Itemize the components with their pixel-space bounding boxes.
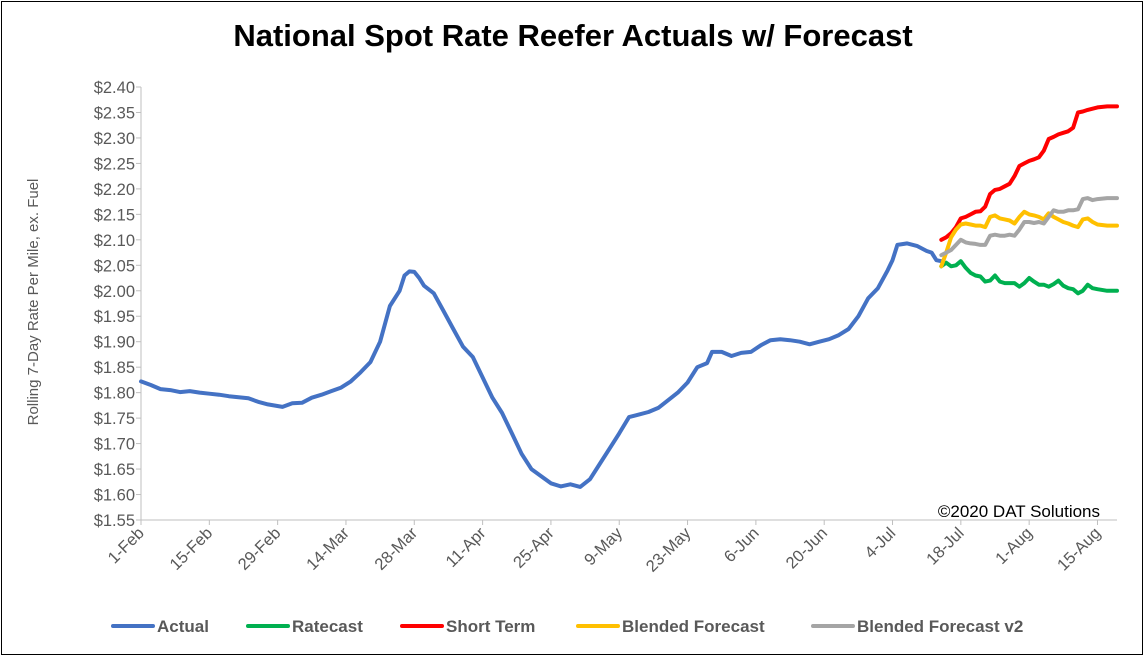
- legend-label: Blended Forecast: [622, 617, 765, 636]
- y-tick-label: $2.15: [94, 206, 135, 224]
- x-tick-label: 1-Aug: [992, 524, 1036, 568]
- y-tick-label: $1.95: [94, 308, 135, 326]
- y-tick-label: $2.35: [94, 104, 135, 122]
- y-axis-label: Rolling 7-Day Rate Per Mile, ex. Fuel: [25, 179, 42, 426]
- x-tick-label: 6-Jun: [721, 524, 763, 566]
- y-tick-label: $1.60: [94, 487, 135, 505]
- x-tick-label: 4-Jul: [861, 524, 899, 562]
- x-tick-label: 23-May: [643, 524, 695, 576]
- legend-label: Blended Forecast v2: [857, 617, 1023, 636]
- y-tick-label: $2.00: [94, 283, 135, 301]
- x-tick-label: 29-Feb: [235, 524, 285, 574]
- y-tick-label: $2.10: [94, 232, 135, 250]
- y-tick-label: $1.90: [94, 334, 135, 352]
- y-tick-label: $2.30: [94, 130, 135, 148]
- x-tick-label: 15-Aug: [1054, 524, 1104, 574]
- legend-label: Short Term: [446, 617, 535, 636]
- y-tick-label: $1.65: [94, 461, 135, 479]
- x-tick-label: 25-Apr: [510, 524, 558, 572]
- y-tick-label: $2.40: [94, 79, 135, 97]
- x-tick-label: 28-Mar: [371, 524, 421, 574]
- x-tick-label: 15-Feb: [166, 524, 216, 574]
- y-tick-label: $2.25: [94, 155, 135, 173]
- y-tick-label: $1.75: [94, 410, 135, 428]
- x-tick-label: 9-May: [581, 524, 627, 570]
- legend-label: Actual: [157, 617, 209, 636]
- y-tick-label: $1.85: [94, 359, 135, 377]
- series-line-ratecast: [939, 259, 1119, 296]
- series-line-actual: [139, 241, 944, 489]
- y-tick-labels: $1.55 $1.60 $1.65 $1.70 $1.75 $1.80 $1.85 $1.90…: [94, 79, 141, 530]
- x-tick-label: 11-Apr: [443, 524, 490, 571]
- chart-title: National Spot Rate Reefer Actuals w/ For…: [233, 18, 913, 53]
- x-tick-labels: 1-Feb 15-Feb 29-Feb 14-Mar 28-Mar 11-Apr 25-Ap…: [105, 520, 1104, 576]
- y-tick-label: $1.70: [94, 436, 135, 454]
- y-tick-label: $2.05: [94, 257, 135, 275]
- y-tick-label: $1.80: [94, 385, 135, 403]
- series-line-blended-forecast-v2: [939, 196, 1119, 258]
- axes: [140, 87, 1117, 521]
- series-line-blended-forecast: [939, 209, 1119, 269]
- y-tick-label: $1.55: [94, 512, 135, 530]
- y-tick-label: $2.20: [94, 181, 135, 199]
- legend: Actual Ratecast Short Term Blended Forecast…: [111, 617, 1023, 636]
- x-tick-label: 14-Mar: [303, 524, 353, 574]
- series-line-short-term: [939, 104, 1119, 242]
- copyright-annotation: ©2020 DAT Solutions: [938, 502, 1100, 521]
- x-tick-label: 20-Jun: [783, 524, 831, 572]
- legend-label: Ratecast: [292, 617, 363, 636]
- x-tick-label: 18-Jul: [923, 524, 968, 569]
- series-lines: [139, 104, 1119, 489]
- x-tick-label: 1-Feb: [105, 524, 148, 567]
